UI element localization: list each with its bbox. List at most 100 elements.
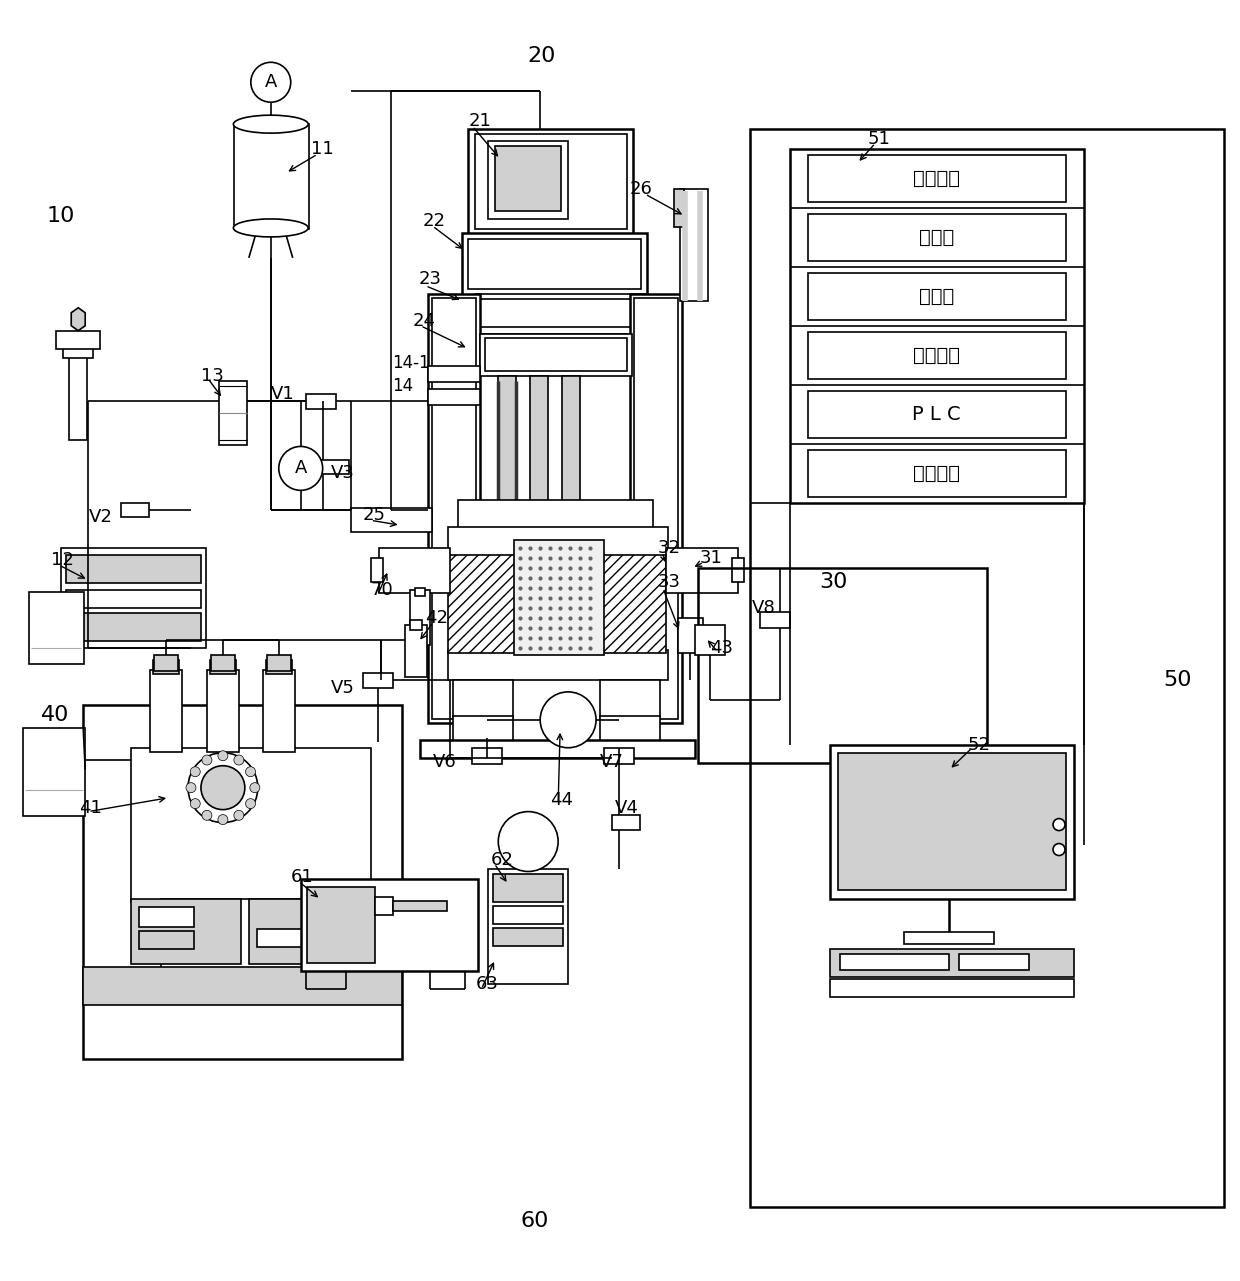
Bar bbox=[449, 649, 668, 680]
Bar bbox=[449, 555, 516, 653]
Bar bbox=[604, 748, 634, 763]
Text: 52: 52 bbox=[967, 735, 991, 753]
Circle shape bbox=[1053, 844, 1065, 856]
Bar bbox=[600, 716, 660, 744]
Bar bbox=[249, 899, 368, 965]
Text: 32: 32 bbox=[658, 539, 681, 557]
Text: 41: 41 bbox=[79, 798, 102, 816]
Bar bbox=[139, 931, 193, 949]
Text: V8: V8 bbox=[751, 600, 775, 617]
Bar bbox=[531, 375, 548, 510]
Bar bbox=[66, 555, 201, 583]
Bar bbox=[830, 949, 1074, 977]
Text: 25: 25 bbox=[362, 506, 386, 524]
Bar bbox=[429, 388, 480, 405]
Bar bbox=[69, 352, 87, 441]
Bar bbox=[760, 612, 790, 628]
Text: 温度压力: 温度压力 bbox=[914, 464, 960, 483]
Circle shape bbox=[1053, 819, 1065, 830]
Bar bbox=[30, 592, 84, 664]
Bar bbox=[698, 569, 987, 762]
Text: V2: V2 bbox=[89, 509, 113, 526]
Circle shape bbox=[218, 815, 228, 825]
Bar bbox=[207, 670, 239, 752]
Bar bbox=[66, 591, 201, 608]
Text: 位移通讯: 位移通讯 bbox=[914, 346, 960, 365]
Bar bbox=[415, 588, 425, 596]
Bar bbox=[630, 293, 682, 722]
Bar bbox=[211, 655, 234, 671]
Bar bbox=[374, 898, 393, 916]
Bar bbox=[634, 297, 678, 719]
Bar bbox=[807, 391, 1066, 438]
Circle shape bbox=[186, 783, 196, 793]
Bar bbox=[234, 124, 309, 229]
Bar bbox=[472, 748, 502, 763]
Bar bbox=[463, 233, 647, 295]
Bar bbox=[515, 541, 604, 655]
Circle shape bbox=[249, 783, 260, 793]
Text: 40: 40 bbox=[41, 705, 69, 725]
Bar bbox=[61, 548, 206, 648]
Text: V3: V3 bbox=[331, 465, 355, 483]
Bar bbox=[673, 190, 683, 227]
Circle shape bbox=[190, 798, 200, 808]
Text: V4: V4 bbox=[615, 798, 639, 816]
Text: 11: 11 bbox=[311, 140, 334, 158]
Text: 70: 70 bbox=[371, 582, 393, 600]
Bar bbox=[475, 135, 627, 229]
Bar bbox=[405, 625, 428, 676]
Bar bbox=[790, 149, 1084, 503]
Bar bbox=[371, 559, 382, 582]
Bar bbox=[613, 815, 640, 830]
Bar bbox=[469, 129, 632, 234]
Bar bbox=[24, 728, 86, 816]
Text: 30: 30 bbox=[820, 573, 848, 592]
Bar bbox=[301, 880, 479, 971]
Circle shape bbox=[246, 767, 255, 776]
Text: A: A bbox=[264, 73, 277, 91]
Bar bbox=[393, 902, 448, 911]
Ellipse shape bbox=[233, 219, 309, 237]
Bar bbox=[139, 907, 193, 927]
Text: V6: V6 bbox=[433, 753, 456, 771]
Bar bbox=[410, 620, 423, 630]
Bar bbox=[680, 190, 708, 301]
Bar bbox=[410, 591, 430, 646]
Circle shape bbox=[188, 753, 258, 822]
Bar bbox=[475, 293, 645, 333]
Circle shape bbox=[498, 812, 558, 871]
Text: 21: 21 bbox=[469, 113, 491, 131]
Circle shape bbox=[246, 798, 255, 808]
Text: 31: 31 bbox=[699, 550, 723, 567]
Bar bbox=[154, 655, 179, 671]
Text: 载荷通讯: 载荷通讯 bbox=[914, 169, 960, 188]
Text: V5: V5 bbox=[331, 679, 355, 697]
Bar bbox=[837, 753, 1066, 890]
Bar bbox=[807, 450, 1066, 497]
Text: 44: 44 bbox=[551, 790, 573, 808]
Bar bbox=[122, 503, 149, 518]
Circle shape bbox=[279, 447, 322, 491]
Bar bbox=[807, 273, 1066, 320]
Bar bbox=[257, 929, 301, 948]
Bar bbox=[485, 338, 627, 370]
Bar bbox=[562, 375, 580, 510]
Bar bbox=[63, 346, 93, 357]
Text: 24: 24 bbox=[413, 311, 435, 329]
Text: 62: 62 bbox=[490, 851, 513, 869]
Bar bbox=[66, 614, 201, 640]
Bar bbox=[904, 933, 994, 944]
Bar bbox=[807, 332, 1066, 379]
Bar bbox=[494, 929, 563, 947]
Bar bbox=[150, 670, 182, 752]
Circle shape bbox=[234, 811, 244, 820]
Polygon shape bbox=[71, 307, 86, 330]
Bar bbox=[494, 907, 563, 925]
Bar bbox=[489, 870, 568, 984]
Circle shape bbox=[218, 751, 228, 761]
Bar bbox=[694, 625, 724, 655]
Bar bbox=[494, 875, 563, 902]
Bar bbox=[666, 548, 738, 593]
Bar bbox=[420, 739, 694, 758]
